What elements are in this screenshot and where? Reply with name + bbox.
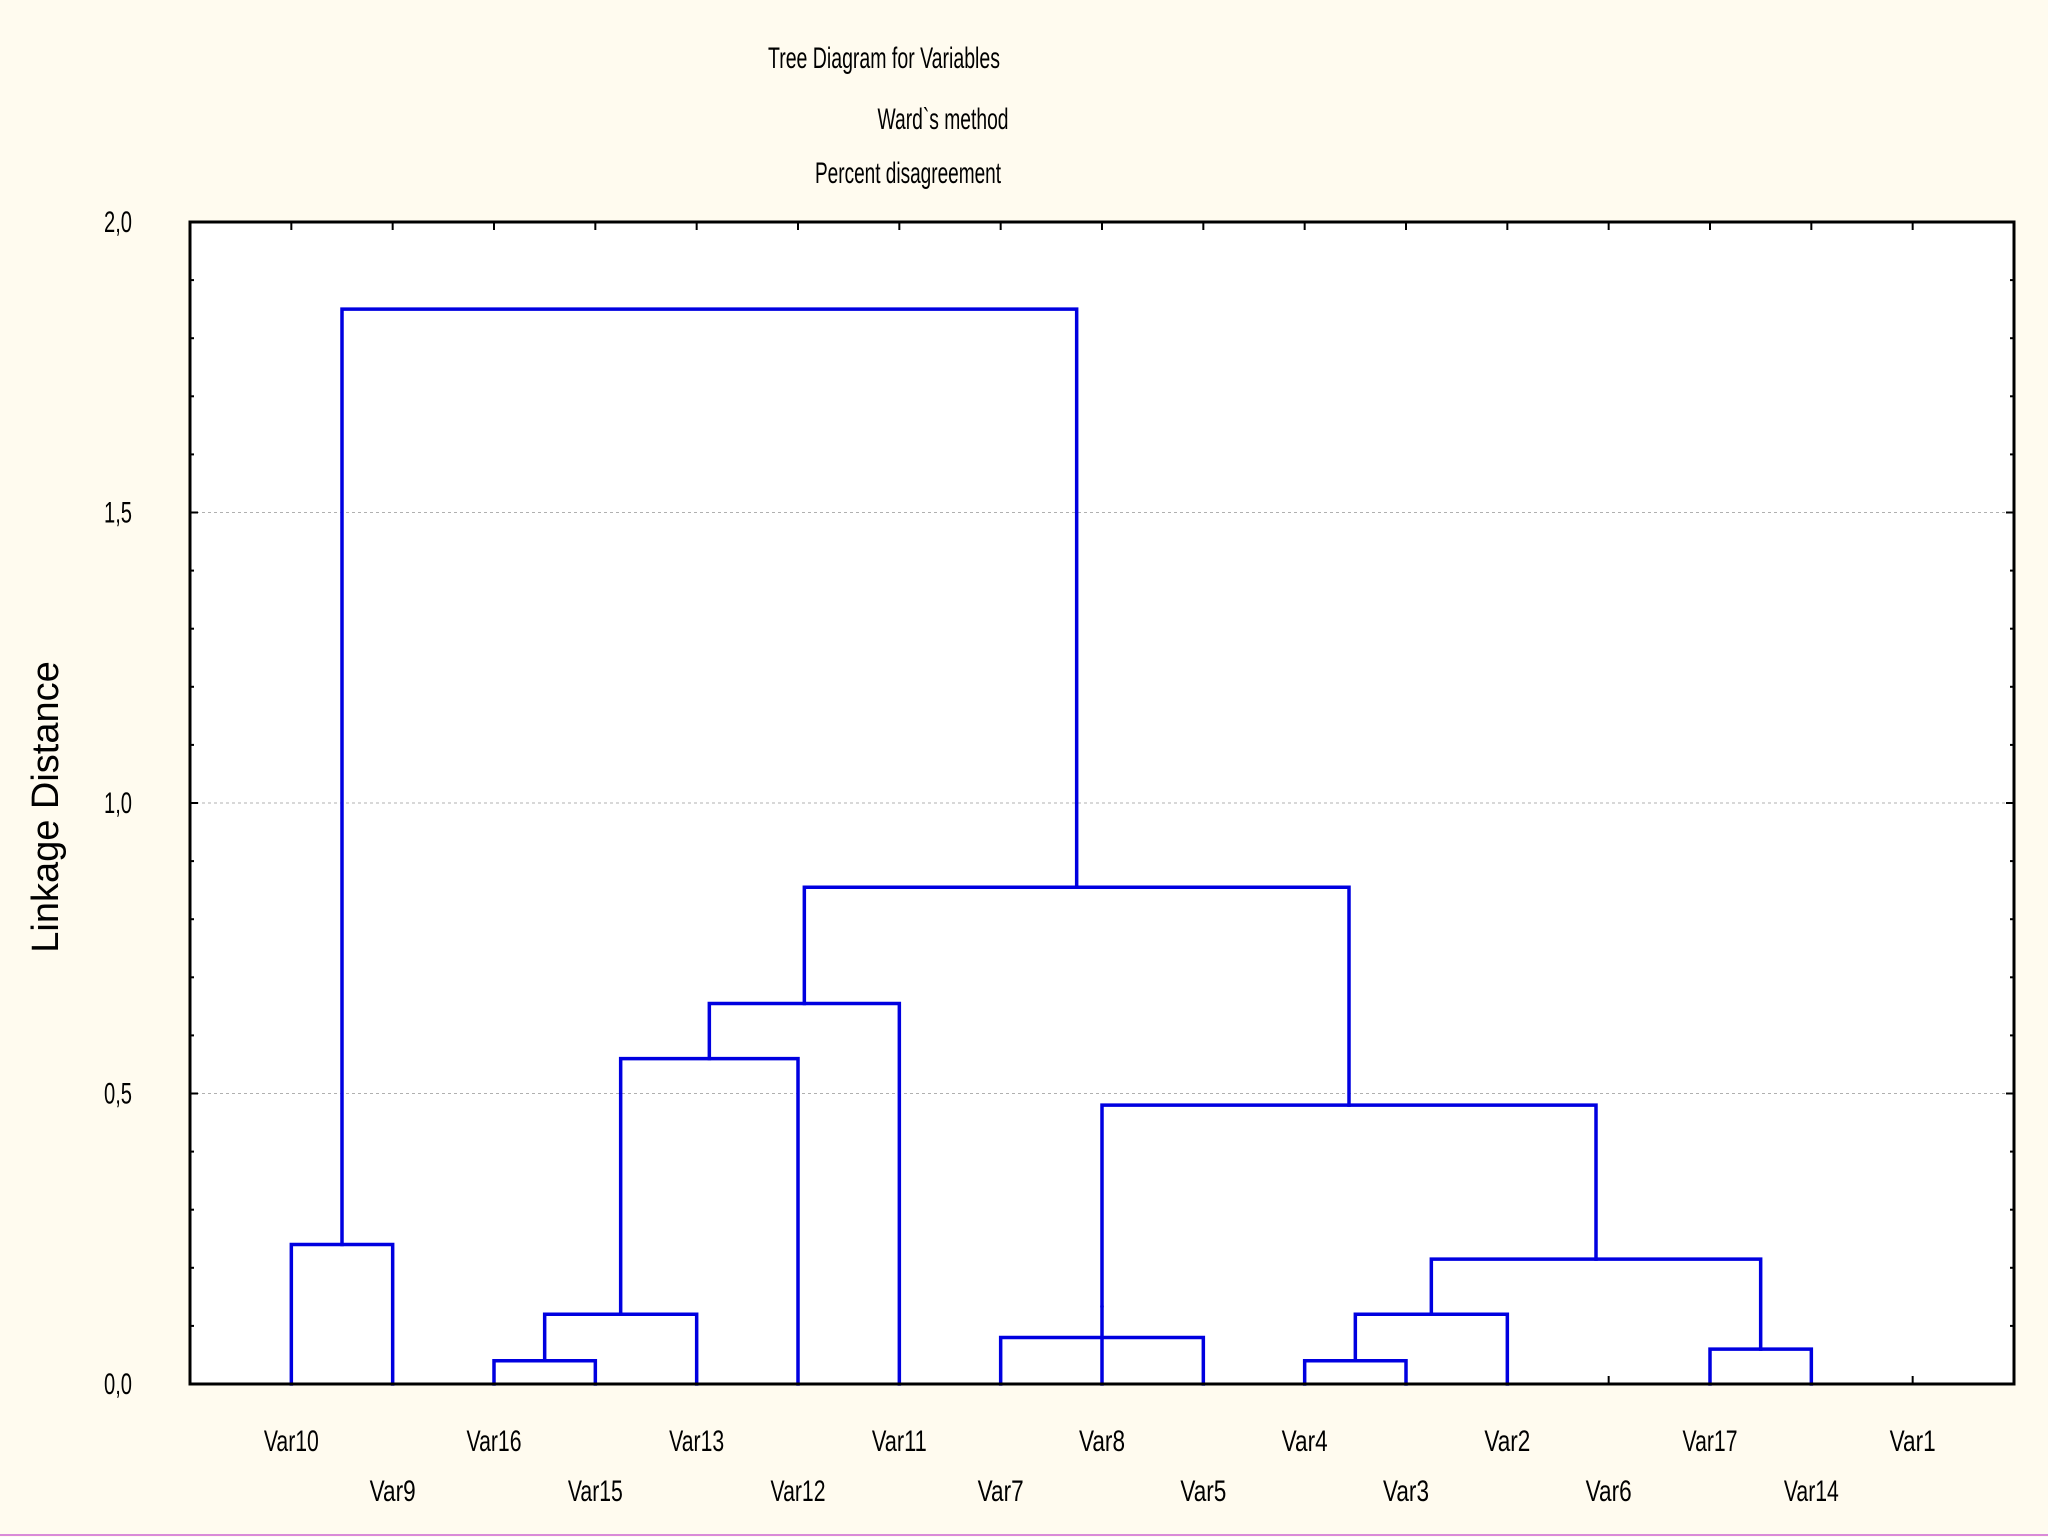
title-line-2: Ward`s method bbox=[878, 103, 1009, 136]
y-tick-label: 1,5 bbox=[104, 497, 132, 530]
title-line-1: Tree Diagram for Variables bbox=[768, 42, 1000, 75]
x-tick-label: Var15 bbox=[568, 1475, 623, 1508]
x-tick-label: Var11 bbox=[872, 1425, 927, 1458]
title-line-3: Percent disagreement bbox=[815, 157, 1001, 190]
x-tick-label: Var8 bbox=[1079, 1425, 1125, 1458]
x-tick-label: Var16 bbox=[467, 1425, 522, 1458]
x-tick-label: Var1 bbox=[1890, 1425, 1936, 1458]
x-tick-label: Var9 bbox=[370, 1475, 416, 1508]
chart-title: Tree Diagram for Variables Ward`s method… bbox=[768, 42, 1009, 190]
x-tick-label: Var5 bbox=[1180, 1475, 1226, 1508]
y-tick-label: 0,0 bbox=[104, 1368, 132, 1401]
dendrogram-link bbox=[340, 307, 1079, 1247]
y-tick-label: 1,0 bbox=[104, 787, 132, 820]
x-tick-label: Var3 bbox=[1383, 1475, 1429, 1508]
y-axis-title: Linkage Distance bbox=[25, 661, 67, 953]
bottom-border bbox=[0, 1534, 2048, 1536]
x-tick-label: Var2 bbox=[1484, 1425, 1530, 1458]
x-tick-label: Var14 bbox=[1784, 1475, 1839, 1508]
x-tick-label: Var17 bbox=[1683, 1425, 1738, 1458]
y-tick-label: 2,0 bbox=[104, 206, 132, 239]
x-tick-label: Var6 bbox=[1586, 1475, 1632, 1508]
plot-area: 0,0 0,5 1,0 1,5 2,0 Var10 Var9 Var16 Var15 Var13 V… bbox=[104, 206, 2016, 1508]
x-tick-label: Var13 bbox=[669, 1425, 724, 1458]
y-tick-label: 0,5 bbox=[104, 1078, 132, 1111]
x-tick-label: Var4 bbox=[1282, 1425, 1328, 1458]
x-tick-label: Var7 bbox=[978, 1475, 1024, 1508]
x-tick-label: Var12 bbox=[771, 1475, 826, 1508]
x-tick-label: Var10 bbox=[264, 1425, 319, 1458]
plot-frame bbox=[188, 220, 2016, 1386]
